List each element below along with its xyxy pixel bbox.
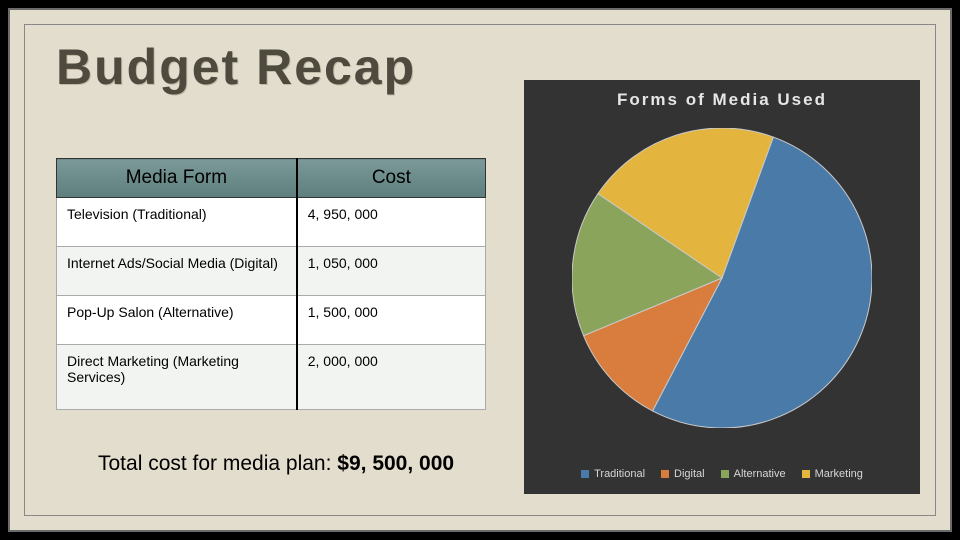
total-cost-line: Total cost for media plan: $9, 500, 000: [98, 452, 454, 476]
cell-cost: 2, 000, 000: [297, 345, 486, 410]
page-title: Budget Recap: [56, 38, 416, 96]
slide: Budget Recap Media Form Cost Television …: [8, 8, 952, 532]
table-row: Direct Marketing (Marketing Services) 2,…: [57, 345, 486, 410]
table-row: Pop-Up Salon (Alternative) 1, 500, 000: [57, 296, 486, 345]
legend-label: Marketing: [815, 468, 863, 480]
budget-table: Media Form Cost Television (Traditional)…: [56, 158, 486, 410]
pie-chart-panel: Forms of Media Used Traditional Digital Al…: [524, 80, 920, 494]
chart-legend: Traditional Digital Alternative Marketing: [524, 468, 920, 480]
legend-label: Digital: [674, 468, 705, 480]
legend-swatch: [721, 470, 729, 478]
table-row: Internet Ads/Social Media (Digital) 1, 0…: [57, 247, 486, 296]
table-header-media-form: Media Form: [57, 159, 297, 198]
cell-cost: 1, 050, 000: [297, 247, 486, 296]
legend-item: Traditional: [581, 468, 645, 480]
legend-label: Traditional: [594, 468, 645, 480]
legend-swatch: [661, 470, 669, 478]
total-value: $9, 500, 000: [337, 452, 454, 475]
pie-svg: [572, 128, 872, 428]
legend-item: Alternative: [721, 468, 786, 480]
legend-swatch: [581, 470, 589, 478]
pie-chart: [572, 128, 872, 428]
legend-label: Alternative: [734, 468, 786, 480]
cell-media-form: Internet Ads/Social Media (Digital): [57, 247, 297, 296]
cell-cost: 4, 950, 000: [297, 198, 486, 247]
table-header-row: Media Form Cost: [57, 159, 486, 198]
cell-cost: 1, 500, 000: [297, 296, 486, 345]
chart-title: Forms of Media Used: [524, 80, 920, 110]
legend-item: Marketing: [802, 468, 863, 480]
legend-item: Digital: [661, 468, 705, 480]
cell-media-form: Television (Traditional): [57, 198, 297, 247]
table-header-cost: Cost: [297, 159, 486, 198]
cell-media-form: Pop-Up Salon (Alternative): [57, 296, 297, 345]
total-label: Total cost for media plan:: [98, 452, 337, 475]
cell-media-form: Direct Marketing (Marketing Services): [57, 345, 297, 410]
legend-swatch: [802, 470, 810, 478]
table-row: Television (Traditional) 4, 950, 000: [57, 198, 486, 247]
